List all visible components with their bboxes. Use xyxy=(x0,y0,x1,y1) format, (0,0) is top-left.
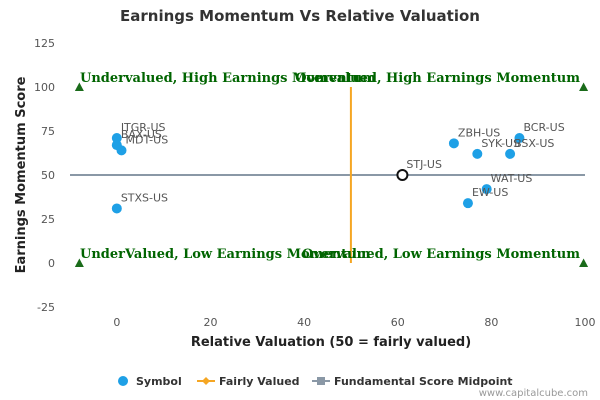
data-point xyxy=(116,145,127,156)
x-tick-label: 60 xyxy=(391,316,405,329)
highlight-point-label: STJ-US xyxy=(406,158,442,171)
data-point-label: WAT-US xyxy=(491,172,533,185)
x-tick-label: 80 xyxy=(484,316,498,329)
y-tick-label: 100 xyxy=(34,81,55,94)
data-point-label: BAX-US xyxy=(121,128,162,141)
quadrant-marker xyxy=(74,82,84,91)
legend-symbol-marker xyxy=(118,376,128,386)
chart-title: Earnings Momentum Vs Relative Valuation xyxy=(120,7,480,25)
y-tick-label: -25 xyxy=(37,301,55,314)
quadrant-marker xyxy=(579,258,589,267)
x-tick-label: 100 xyxy=(575,316,596,329)
data-point xyxy=(462,198,473,209)
data-point-label: ZBH-US xyxy=(458,126,500,139)
data-point xyxy=(472,148,483,159)
data-point-label: MDT-US xyxy=(126,133,169,146)
data-point-label: BCR-US xyxy=(523,121,564,134)
credit-text: www.capitalcube.com xyxy=(479,388,588,399)
data-point-label: SYK-US xyxy=(481,137,520,150)
x-tick-label: 40 xyxy=(297,316,311,329)
quadrant-label-top-left: Undervalued, High Earnings Momentum xyxy=(80,71,376,86)
legend-midpoint-marker xyxy=(317,377,325,385)
legend-fairly-valued-marker xyxy=(202,377,210,385)
data-point-label: STXS-US xyxy=(121,191,168,204)
data-point-label: BSX-US xyxy=(514,137,554,150)
x-axis-label: Relative Valuation (50 = fairly valued) xyxy=(191,335,471,350)
x-tick-label: 0 xyxy=(113,316,120,329)
data-point xyxy=(448,138,459,149)
y-tick-label: 25 xyxy=(41,213,55,226)
plot-area: -25 0 25 50 75 100 125 0 20 40 60 80 100 Undervalued,… xyxy=(34,37,596,329)
legend-fairly-valued-label: Fairly Valued xyxy=(219,375,300,388)
quadrant-label-bottom-left: UnderValued, Low Earnings Momentum xyxy=(80,247,371,262)
y-tick-label: 125 xyxy=(34,37,55,50)
x-tick-label: 20 xyxy=(203,316,217,329)
data-point xyxy=(505,148,516,159)
quadrant-marker xyxy=(579,82,589,91)
data-point xyxy=(481,184,492,195)
data-point-label: EW-US xyxy=(472,186,508,199)
data-point xyxy=(514,133,525,144)
data-point-label: ITGR-US xyxy=(121,121,166,134)
highlight-point xyxy=(396,169,409,181)
y-tick-label: 75 xyxy=(41,125,55,138)
data-point xyxy=(111,203,122,214)
quadrant-label-top-right: Overvalued, High Earnings Momentum xyxy=(295,71,580,86)
y-tick-label: 0 xyxy=(48,257,55,270)
legend-midpoint-label: Fundamental Score Midpoint xyxy=(334,375,513,388)
data-point xyxy=(111,133,122,144)
legend-symbol-label: Symbol xyxy=(136,375,182,388)
legend: Symbol Fairly Valued Fundamental Score Mid… xyxy=(118,375,513,388)
y-tick-label: 50 xyxy=(41,169,55,182)
quadrant-label-bottom-right: Overvalued, Low Earnings Momentum xyxy=(302,247,580,262)
quadrant-marker xyxy=(74,258,84,267)
y-axis-label: Earnings Momentum Score xyxy=(14,76,29,273)
